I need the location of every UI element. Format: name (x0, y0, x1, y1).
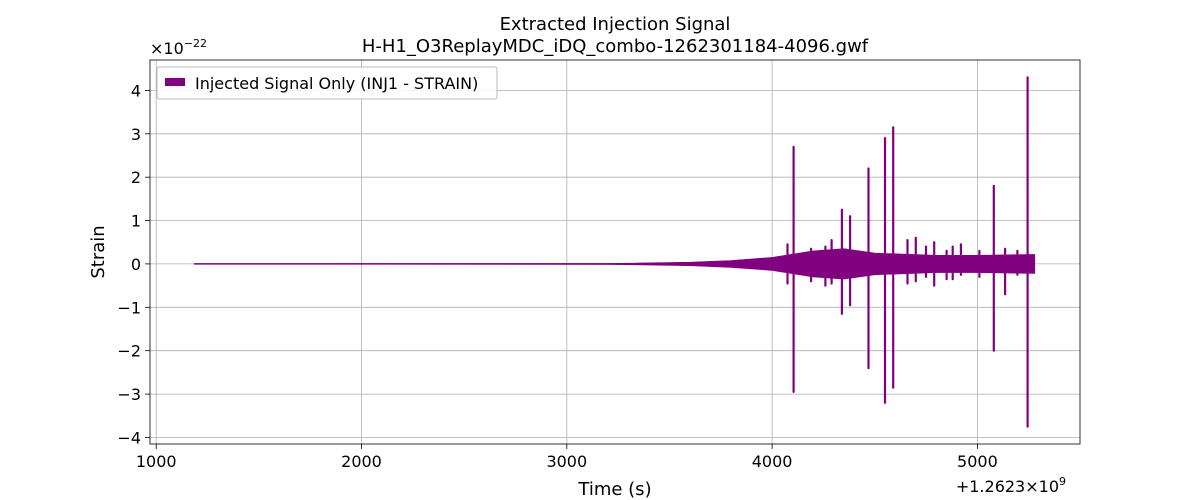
y-tick-label: 3 (131, 125, 141, 144)
y-tick-label: 1 (131, 212, 141, 231)
y-tick-label: −2 (117, 342, 141, 361)
y-scale-label: ×10−22 (150, 37, 207, 58)
x-tick-label: 3000 (546, 452, 587, 471)
svg-text:×10−22: ×10−22 (150, 37, 207, 58)
x-tick-label: 4000 (752, 452, 793, 471)
y-tick-label: −4 (117, 429, 141, 448)
y-axis-label: Strain (88, 225, 109, 278)
y-tick-label: −3 (117, 385, 141, 404)
y-tick-label: −1 (117, 298, 141, 317)
signal-series (193, 76, 1036, 428)
y-tick-label: 2 (131, 168, 141, 187)
x-offset-label: +1.2623×109 (956, 475, 1066, 496)
y-scale-exponent: −22 (184, 37, 207, 50)
y-axis-ticks: −4 −3 −2 −1 0 1 2 3 4 (117, 81, 150, 448)
y-tick-label: 4 (131, 81, 141, 100)
chart-subtitle: H-H1_O3ReplayMDC_iDQ_combo-1262301184-40… (362, 36, 869, 57)
x-axis-label: Time (s) (577, 479, 651, 500)
y-scale-base: ×10 (150, 39, 184, 58)
legend-label: Injected Signal Only (INJ1 - STRAIN) (195, 74, 478, 93)
plot-frame (149, 59, 1081, 445)
x-axis-ticks: 1000 2000 3000 4000 5000 (136, 444, 998, 471)
legend: Injected Signal Only (INJ1 - STRAIN) (156, 66, 498, 100)
x-tick-label: 5000 (957, 452, 998, 471)
svg-text:+1.2623×109: +1.2623×109 (956, 475, 1066, 496)
chart-title: Extracted Injection Signal (500, 14, 731, 35)
y-tick-label: 0 (131, 255, 141, 274)
x-tick-label: 2000 (341, 452, 382, 471)
x-offset-base: +1.2623×10 (956, 477, 1059, 496)
legend-box (156, 66, 498, 100)
x-offset-exponent: 9 (1059, 475, 1066, 488)
legend-swatch (165, 78, 185, 86)
x-tick-label: 1000 (136, 452, 177, 471)
